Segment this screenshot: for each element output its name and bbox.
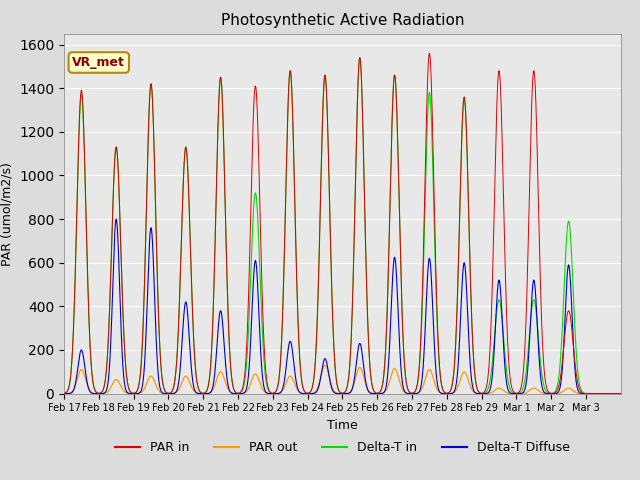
Legend: PAR in, PAR out, Delta-T in, Delta-T Diffuse: PAR in, PAR out, Delta-T in, Delta-T Dif…	[109, 436, 575, 459]
X-axis label: Time: Time	[327, 419, 358, 432]
Y-axis label: PAR (umol/m2/s): PAR (umol/m2/s)	[1, 162, 13, 265]
Title: Photosynthetic Active Radiation: Photosynthetic Active Radiation	[221, 13, 464, 28]
Text: VR_met: VR_met	[72, 56, 125, 69]
